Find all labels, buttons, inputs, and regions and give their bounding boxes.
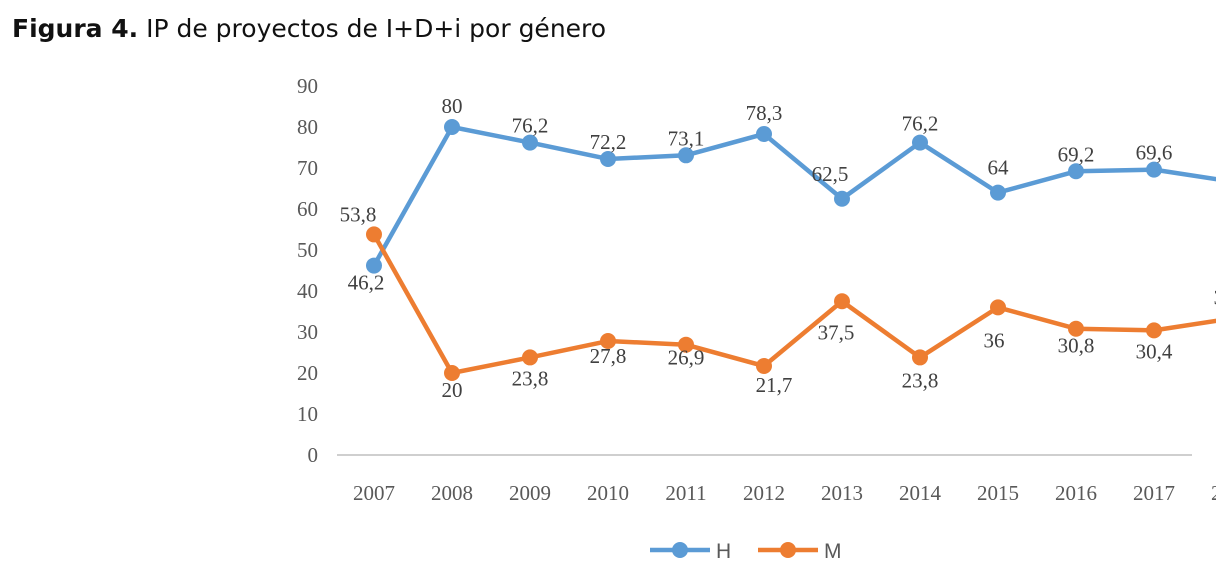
data-label-H-2012: 78,3 bbox=[746, 101, 783, 125]
y-tick-label: 80 bbox=[297, 115, 318, 139]
x-tick-label: 2013 bbox=[821, 481, 863, 505]
legend-marker-M bbox=[780, 542, 796, 558]
data-label-H-2014: 76,2 bbox=[902, 112, 939, 136]
y-tick-label: 10 bbox=[297, 402, 318, 426]
point-H-2015 bbox=[990, 184, 1006, 201]
data-label-H-2011: 73,1 bbox=[668, 126, 705, 150]
data-label-M-2017: 30,4 bbox=[1136, 339, 1173, 363]
data-label-M-2010: 27,8 bbox=[590, 344, 627, 368]
legend-label-H: H bbox=[716, 540, 731, 563]
point-M-2008 bbox=[444, 365, 460, 381]
legend-label-M: M bbox=[824, 540, 842, 563]
x-tick-label: 2009 bbox=[509, 481, 551, 505]
point-H-2012 bbox=[756, 125, 772, 142]
point-M-2007 bbox=[366, 226, 382, 243]
data-label-H-2016: 69,2 bbox=[1058, 142, 1095, 166]
point-H-2017 bbox=[1146, 161, 1162, 178]
x-tick-label: 2011 bbox=[665, 481, 706, 505]
data-label-M-2015: 36 bbox=[984, 328, 1005, 352]
y-tick-label: 20 bbox=[297, 361, 318, 385]
x-tick-label: 2016 bbox=[1055, 481, 1097, 505]
point-H-2016 bbox=[1068, 163, 1084, 180]
y-tick-label: 90 bbox=[297, 74, 318, 98]
data-label-M-2014: 23,8 bbox=[902, 368, 939, 392]
y-tick-label: 0 bbox=[308, 443, 319, 467]
y-tick-label: 30 bbox=[297, 320, 318, 344]
legend-marker-H bbox=[672, 542, 688, 558]
point-H-2013 bbox=[834, 190, 850, 207]
data-label-H-2015: 64 bbox=[988, 156, 1010, 180]
point-M-2015 bbox=[990, 299, 1006, 316]
data-label-M-2007: 53,8 bbox=[340, 202, 377, 226]
x-tick-label: 2012 bbox=[743, 481, 785, 505]
y-tick-label: 50 bbox=[297, 238, 318, 262]
data-label-H-2013: 62,5 bbox=[812, 162, 849, 186]
point-M-2009 bbox=[522, 349, 538, 366]
data-label-M-2008: 20 bbox=[442, 378, 463, 402]
series-line-M bbox=[372, 233, 1216, 376]
x-tick-label: 2017 bbox=[1133, 481, 1175, 505]
point-M-2011 bbox=[678, 336, 694, 353]
figure-title: IP de proyectos de I+D+i por género bbox=[146, 14, 607, 43]
x-tick-label: 2008 bbox=[431, 481, 473, 505]
x-tick-label: 2015 bbox=[977, 481, 1019, 505]
point-M-2017 bbox=[1146, 322, 1162, 339]
point-M-2010 bbox=[600, 333, 616, 350]
point-H-2014 bbox=[912, 134, 928, 151]
figure-caption: Figura 4. IP de proyectos de I+D+i por g… bbox=[12, 14, 606, 43]
data-label-M-2018: 33,3 bbox=[1214, 285, 1216, 309]
data-label-M-2013: 37,5 bbox=[818, 320, 855, 344]
data-label-H-2009: 76,2 bbox=[512, 114, 549, 138]
x-tick-label: 2018 bbox=[1211, 481, 1216, 505]
figure-label: Figura 4. bbox=[12, 14, 139, 43]
point-M-2013 bbox=[834, 293, 850, 310]
point-M-2012 bbox=[756, 358, 772, 375]
point-M-2014 bbox=[912, 349, 928, 366]
data-label-H-2017: 69,6 bbox=[1136, 141, 1173, 165]
x-tick-label: 2014 bbox=[899, 481, 942, 505]
point-M-2016 bbox=[1068, 320, 1084, 337]
y-tick-label: 40 bbox=[297, 279, 318, 303]
point-H-2011 bbox=[678, 147, 694, 164]
data-label-M-2012: 21,7 bbox=[756, 373, 793, 397]
data-label-M-2009: 23,8 bbox=[512, 366, 549, 390]
data-label-M-2011: 26,9 bbox=[668, 346, 705, 370]
point-H-2007 bbox=[366, 257, 382, 274]
data-label-H-2008: 80 bbox=[442, 94, 463, 118]
series-line-H bbox=[372, 124, 1216, 267]
point-H-2010 bbox=[600, 150, 616, 167]
data-label-H-2007: 46,2 bbox=[348, 271, 385, 295]
data-label-H-2010: 72,2 bbox=[590, 130, 627, 154]
data-label-M-2016: 30,8 bbox=[1058, 334, 1095, 358]
x-tick-label: 2007 bbox=[353, 481, 395, 505]
point-H-2009 bbox=[522, 134, 538, 151]
point-H-2008 bbox=[444, 119, 460, 135]
y-tick-label: 70 bbox=[297, 156, 318, 180]
y-tick-label: 60 bbox=[297, 197, 318, 221]
x-tick-label: 2010 bbox=[587, 481, 629, 505]
